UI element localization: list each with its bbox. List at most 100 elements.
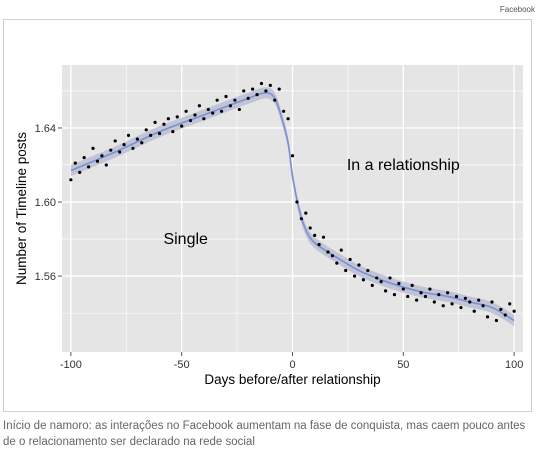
data-point (91, 146, 95, 150)
y-tick-label: 1.56 (35, 271, 56, 283)
data-point (188, 118, 193, 123)
data-point (503, 313, 507, 317)
data-point (512, 309, 516, 313)
data-point (197, 104, 202, 108)
data-point (211, 111, 215, 115)
x-axis-ticks: -100 -50 0 50 100 (60, 352, 523, 371)
x-tick-label: 100 (505, 359, 523, 371)
data-point (171, 130, 175, 134)
data-point (321, 235, 326, 239)
data-point (477, 298, 481, 302)
data-point (113, 139, 117, 143)
y-tick-label: 1.60 (35, 197, 56, 209)
data-point (299, 217, 303, 221)
data-point (335, 261, 339, 265)
data-point (326, 250, 330, 254)
data-point (153, 120, 157, 124)
data-points (69, 81, 516, 323)
data-point (485, 315, 490, 319)
data-point (508, 302, 512, 306)
data-point (313, 233, 317, 237)
data-point (463, 296, 467, 300)
data-point (370, 283, 374, 287)
source-label: Facebook (499, 5, 535, 14)
data-point (246, 96, 250, 100)
data-point (446, 291, 450, 295)
data-point (472, 309, 476, 313)
data-point (149, 133, 153, 137)
data-point (144, 128, 148, 132)
data-point (268, 83, 272, 87)
data-point (78, 170, 82, 174)
data-point (468, 300, 472, 304)
data-point (410, 283, 414, 287)
chart-frame: -100 -50 0 50 100 1.56 1.60 1.64 Single In a r… (3, 19, 532, 412)
data-point (282, 109, 286, 113)
data-point (428, 287, 432, 291)
data-point (308, 226, 312, 230)
data-point (397, 281, 401, 286)
data-point (290, 154, 295, 158)
data-point (73, 161, 77, 165)
x-tick-label: 0 (289, 359, 295, 371)
data-point (219, 109, 224, 113)
data-point (415, 298, 419, 302)
data-point (481, 304, 485, 308)
data-point (180, 124, 184, 128)
data-point (454, 294, 459, 299)
annotation-single: Single (163, 231, 208, 248)
data-point (206, 107, 210, 112)
data-point (131, 146, 135, 150)
x-tick-label: -100 (60, 359, 82, 371)
data-point (401, 287, 405, 291)
data-point (273, 98, 277, 102)
data-point (441, 304, 445, 308)
data-point (375, 276, 379, 280)
data-point (277, 87, 281, 91)
data-point (122, 143, 126, 147)
data-point (242, 89, 246, 93)
data-point (69, 178, 73, 182)
data-point (100, 154, 104, 158)
data-point (437, 293, 441, 297)
data-point (95, 159, 100, 163)
data-point (490, 300, 494, 304)
data-point (86, 165, 91, 169)
data-point (357, 263, 361, 267)
data-point (82, 155, 86, 160)
annotation-in-a-relationship: In a relationship (347, 157, 460, 174)
gridlines (62, 65, 523, 352)
figure-caption: Início de namoro: as interações no Faceb… (3, 420, 526, 448)
data-point (109, 148, 113, 152)
x-tick-label: -50 (174, 359, 190, 371)
data-point (423, 294, 428, 299)
data-point (494, 318, 499, 323)
data-point (162, 122, 166, 126)
data-point (339, 248, 343, 252)
x-tick-label: 50 (397, 359, 409, 371)
data-point (344, 268, 348, 273)
data-point (352, 274, 357, 278)
data-point (499, 307, 503, 312)
data-point (193, 113, 197, 117)
data-point (118, 150, 122, 154)
data-point (419, 291, 423, 295)
y-axis-ticks: 1.56 1.60 1.64 (35, 123, 62, 283)
smooth-trend-line (70, 91, 515, 322)
data-point (184, 109, 188, 113)
data-point (251, 87, 255, 91)
x-axis-title: Days before/after relationship (204, 372, 380, 387)
data-point (264, 89, 268, 93)
data-point (366, 268, 370, 273)
data-point (126, 133, 131, 137)
data-point (304, 211, 308, 215)
data-point (383, 289, 388, 293)
data-point (233, 98, 237, 102)
data-point (295, 200, 299, 204)
data-point (317, 243, 321, 247)
data-point (215, 98, 219, 102)
data-point (392, 293, 397, 297)
data-point (202, 117, 206, 121)
data-point (406, 294, 410, 299)
y-axis-title: Number of Timeline posts (14, 132, 29, 285)
